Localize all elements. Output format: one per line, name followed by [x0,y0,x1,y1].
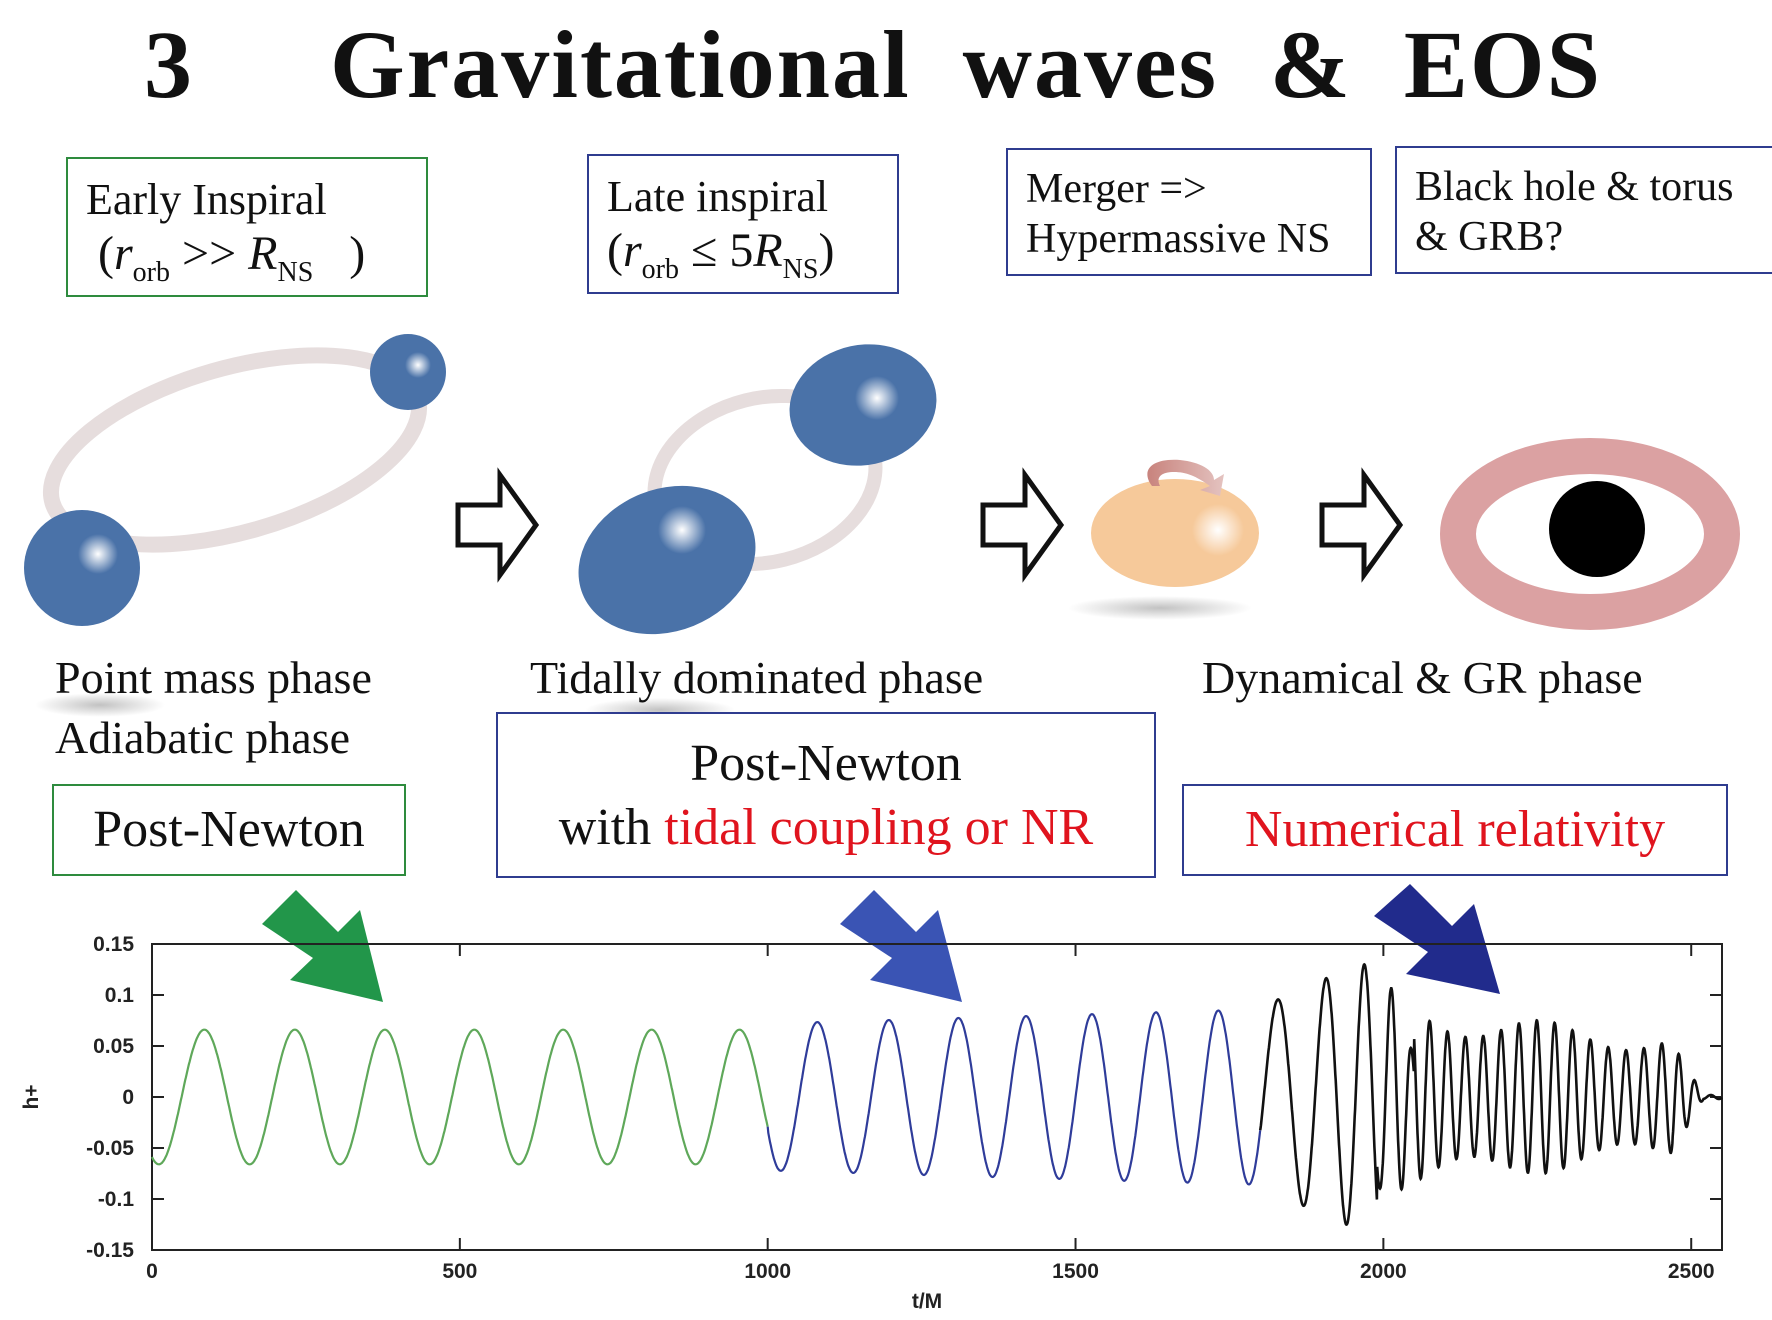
merger-box: Merger => Hypermassive NS [1006,148,1372,276]
right-arrow-icon [980,467,1065,583]
highlight [405,352,431,378]
shadow [1068,596,1252,620]
black-hole-icon [1549,481,1645,577]
y-tick-label: 0.1 [105,984,135,1007]
shadow [35,693,165,717]
right-arrow-icon [1319,467,1404,583]
blue-arrow-icon [840,890,962,1002]
late-inspiral-box: Late inspiral (rorb ≤ 5RNS) [587,154,899,294]
waveform-chart: 0.15 0.1 0.05 0 -0.05 -0.1 -0.15 0 500 1000 1500 20… [20,933,1723,1313]
navy-arrow-icon [1374,884,1500,994]
x-tick-label: 2000 [1360,1260,1407,1283]
highlight [1192,504,1244,556]
point-mass-phase-label: Point mass phase Adiabatic phase [55,652,372,763]
highlight [855,376,899,420]
x-axis-label: t/M [912,1290,942,1313]
x-tick-label: 500 [442,1260,477,1283]
dynamical-phase-label: Dynamical & GR phase [1202,652,1643,703]
post-newton-box: Post-Newton [52,784,406,876]
y-tick-label: -0.1 [98,1188,135,1211]
black-hole-box: Black hole & torus & GRB? [1395,146,1772,274]
waveform-series-post-newton [151,1028,769,1166]
y-tick-label: -0.05 [86,1137,134,1160]
y-tick-label: 0.15 [93,933,134,956]
neutron-star-icon [578,485,756,635]
waveform-series-tidal [766,1009,1262,1186]
neutron-star-icon [24,510,140,626]
waveform-series-numerical-relativity [1258,962,1723,1227]
numerical-relativity-box: Numerical relativity [1182,784,1728,876]
y-tick-label: 0 [122,1086,134,1109]
pointer-arrows [262,884,1500,1002]
torus-icon [1440,438,1740,630]
right-arrow-icon [455,467,540,583]
early-inspiral-box: Early Inspiral (rorb >> RNS ) [66,157,428,297]
x-tick-label: 2500 [1668,1260,1715,1283]
late-inspiral-condition: (rorb ≤ 5RNS) [607,224,835,285]
post-newton-tidal-box: Post-Newton with tidal coupling or NR [496,712,1156,878]
early-inspiral-condition: (rorb >> RNS ) [86,227,366,288]
y-tick-label: 0.05 [93,1035,134,1058]
tidal-phase-label: Tidally dominated phase [530,652,984,703]
page-title: 3 Gravitational waves & EOS [144,11,1602,118]
phase-illustrations [24,334,1740,722]
highlight [658,506,706,554]
x-tick-label: 0 [146,1260,158,1283]
x-tick-label: 1500 [1052,1260,1099,1283]
rotation-arrow-icon [1147,459,1224,496]
highlight [78,534,118,574]
y-axis-label: h+ [20,1084,43,1109]
y-tick-label: -0.15 [86,1239,134,1262]
x-tick-label: 1000 [744,1260,791,1283]
green-arrow-icon [262,890,383,1002]
